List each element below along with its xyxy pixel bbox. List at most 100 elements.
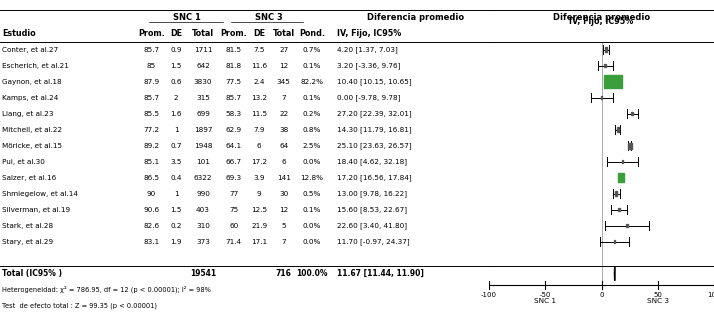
Text: 345: 345: [277, 79, 291, 84]
Text: Diferencia promedio: Diferencia promedio: [367, 13, 464, 22]
Text: 3.9: 3.9: [253, 175, 265, 180]
Text: 12: 12: [279, 207, 288, 212]
FancyBboxPatch shape: [626, 224, 628, 227]
FancyBboxPatch shape: [601, 96, 602, 99]
Text: 642: 642: [196, 63, 210, 68]
Text: Estudio: Estudio: [2, 29, 36, 38]
Text: 699: 699: [196, 111, 210, 116]
FancyBboxPatch shape: [631, 112, 633, 115]
Text: 990: 990: [196, 191, 210, 196]
Text: 11.67 [11.44, 11.90]: 11.67 [11.44, 11.90]: [338, 269, 424, 278]
Text: 11.6: 11.6: [251, 63, 267, 68]
Text: SNC 3: SNC 3: [647, 298, 669, 304]
Text: 2.4: 2.4: [253, 79, 265, 84]
Text: DE: DE: [253, 29, 265, 38]
Text: 83.1: 83.1: [144, 239, 160, 244]
Text: 7: 7: [281, 239, 286, 244]
Text: 71.4: 71.4: [226, 239, 242, 244]
Text: Escherich, et al.21: Escherich, et al.21: [2, 63, 69, 68]
Text: 1.5: 1.5: [171, 207, 182, 212]
Text: 17.2: 17.2: [251, 159, 267, 164]
Text: Stark, et al.28: Stark, et al.28: [2, 223, 54, 228]
Text: 77.5: 77.5: [226, 79, 242, 84]
Text: Liang, et al.23: Liang, et al.23: [2, 111, 54, 116]
Text: 11.70 [-0.97, 24.37]: 11.70 [-0.97, 24.37]: [338, 238, 410, 245]
Text: 0: 0: [599, 292, 604, 298]
Text: 38: 38: [279, 127, 288, 132]
Text: Diferencia promedio: Diferencia promedio: [553, 13, 650, 22]
Text: Silverman, et al.19: Silverman, et al.19: [2, 207, 71, 212]
Text: 0.6: 0.6: [171, 79, 182, 84]
Text: 373: 373: [196, 239, 210, 244]
Text: 1897: 1897: [193, 127, 212, 132]
FancyBboxPatch shape: [604, 75, 622, 88]
Text: SNC 3: SNC 3: [255, 13, 282, 22]
Text: 0.7%: 0.7%: [303, 47, 321, 52]
Text: 0.0%: 0.0%: [303, 239, 321, 244]
Text: 12.5: 12.5: [251, 207, 267, 212]
Text: 85.7: 85.7: [226, 95, 242, 100]
Text: Prom.: Prom.: [221, 29, 247, 38]
Text: 85.5: 85.5: [144, 111, 160, 116]
Text: Conter, et al.27: Conter, et al.27: [2, 47, 59, 52]
Text: 89.2: 89.2: [144, 143, 160, 148]
FancyBboxPatch shape: [618, 173, 624, 182]
Text: Möricke, et al.15: Möricke, et al.15: [2, 143, 63, 148]
Text: 2: 2: [174, 95, 178, 100]
Text: 0.4: 0.4: [171, 175, 182, 180]
Text: 85.7: 85.7: [144, 95, 160, 100]
Text: 1711: 1711: [193, 47, 212, 52]
Text: 11.5: 11.5: [251, 111, 267, 116]
Text: 66.7: 66.7: [226, 159, 242, 164]
Text: 22: 22: [279, 111, 288, 116]
Text: 2.5%: 2.5%: [303, 143, 321, 148]
Text: 1.6: 1.6: [171, 111, 182, 116]
Text: 13.00 [9.78, 16.22]: 13.00 [9.78, 16.22]: [338, 190, 408, 197]
Text: Prom.: Prom.: [139, 29, 165, 38]
Text: Pui, et al.30: Pui, et al.30: [2, 159, 45, 164]
Text: Shmiegelow, et al.14: Shmiegelow, et al.14: [2, 191, 79, 196]
Text: 14.30 [11.79, 16.81]: 14.30 [11.79, 16.81]: [338, 126, 412, 133]
Text: 77.2: 77.2: [144, 127, 160, 132]
Text: Kamps, et al.24: Kamps, et al.24: [2, 95, 59, 100]
Text: 85.7: 85.7: [144, 47, 160, 52]
Text: 6: 6: [257, 143, 261, 148]
Text: 15.60 [8.53, 22.67]: 15.60 [8.53, 22.67]: [338, 206, 408, 213]
FancyBboxPatch shape: [628, 143, 632, 148]
Text: 85: 85: [147, 63, 156, 68]
FancyBboxPatch shape: [616, 127, 619, 132]
Text: 13.2: 13.2: [251, 95, 267, 100]
Text: 27: 27: [279, 47, 288, 52]
Text: 403: 403: [196, 207, 210, 212]
Text: 21.9: 21.9: [251, 223, 267, 228]
FancyBboxPatch shape: [614, 240, 615, 243]
Text: 0.1%: 0.1%: [303, 95, 321, 100]
Text: Total (IC95% ): Total (IC95% ): [2, 269, 62, 278]
Text: SNC 1: SNC 1: [173, 13, 201, 22]
Text: 1.5: 1.5: [171, 63, 182, 68]
Text: 3830: 3830: [193, 79, 212, 84]
Text: SNC 1: SNC 1: [534, 298, 556, 304]
Text: 87.9: 87.9: [144, 79, 160, 84]
Text: 0.00 [-9.78, 9.78]: 0.00 [-9.78, 9.78]: [338, 94, 401, 101]
Text: 315: 315: [196, 95, 210, 100]
Text: 1: 1: [174, 127, 178, 132]
FancyBboxPatch shape: [605, 47, 608, 52]
Text: 7.5: 7.5: [253, 47, 265, 52]
Text: 17.1: 17.1: [251, 239, 267, 244]
Text: -100: -100: [481, 292, 497, 298]
Text: 1.9: 1.9: [171, 239, 182, 244]
Text: 17.20 [16.56, 17.84]: 17.20 [16.56, 17.84]: [338, 174, 412, 181]
Text: 1: 1: [174, 191, 178, 196]
Text: 81.8: 81.8: [226, 63, 242, 68]
Text: 6: 6: [281, 159, 286, 164]
Text: Total: Total: [273, 29, 295, 38]
Text: 64: 64: [279, 143, 288, 148]
Text: 0.2%: 0.2%: [303, 111, 321, 116]
Text: 85.1: 85.1: [144, 159, 160, 164]
Text: 0.0%: 0.0%: [303, 159, 321, 164]
Text: Test  de efecto total : Z = 99.35 (p < 0.00001): Test de efecto total : Z = 99.35 (p < 0.…: [2, 302, 158, 309]
Text: 64.1: 64.1: [226, 143, 242, 148]
Text: 100.0%: 100.0%: [296, 269, 328, 278]
Text: 60: 60: [229, 223, 238, 228]
